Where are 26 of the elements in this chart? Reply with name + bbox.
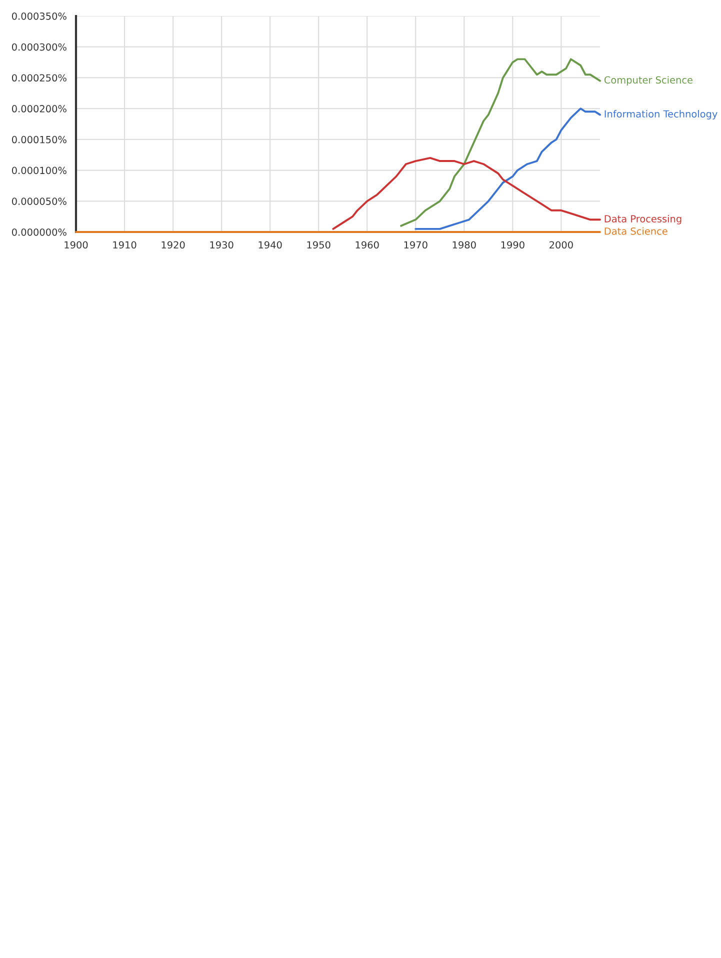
x-tick-label: 1970: [404, 241, 428, 249]
x-tick-label: 1960: [356, 241, 379, 249]
series-label: Data Processing: [604, 214, 682, 224]
x-tick-label: 1940: [258, 241, 282, 249]
y-tick-label: 0.000250%: [12, 74, 66, 82]
y-tick-label: 0.000350%: [12, 12, 66, 20]
x-tick-label: 1930: [210, 241, 234, 249]
line-series: [332, 156, 601, 230]
series-label: Data Science: [604, 227, 668, 235]
x-tick-label: 1910: [113, 241, 136, 249]
x-tick-label: 1990: [501, 241, 524, 249]
y-tick-label: 0.000300%: [12, 43, 66, 51]
x-tick-label: 1920: [162, 241, 185, 249]
x-tick-label: 2000: [550, 241, 573, 249]
line-series: [414, 108, 601, 230]
x-tick-label: 1900: [64, 241, 88, 249]
y-tick-label: 0.000000%: [12, 228, 66, 236]
x-tick-label: 1950: [307, 241, 330, 249]
y-tick-label: 0.000200%: [12, 105, 66, 112]
y-tick-label: 0.000050%: [12, 198, 66, 205]
line-series: [400, 58, 601, 227]
series-label: Information Technology: [604, 110, 718, 120]
x-tick-label: 1980: [452, 241, 476, 249]
y-tick-label: 0.000100%: [12, 166, 66, 174]
y-tick-label: 0.000150%: [12, 136, 66, 144]
series-label: Computer Science: [604, 76, 692, 86]
